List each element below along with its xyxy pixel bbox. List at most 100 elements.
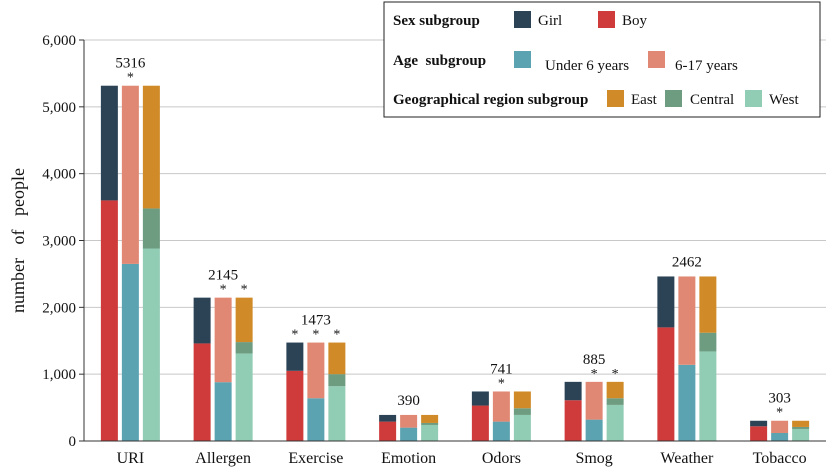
bar-tobacco-age-seg1 xyxy=(771,420,789,433)
significance-star: * xyxy=(220,283,227,298)
bar-weather-region-seg2 xyxy=(699,276,717,333)
bar-exercise-age-seg1 xyxy=(307,342,325,399)
bar-uri-age-seg0 xyxy=(121,263,139,441)
bar-allergen-region-seg0 xyxy=(235,353,253,441)
significance-star: * xyxy=(291,328,298,343)
bar-emotion-region-seg2 xyxy=(421,414,439,423)
legend: Sex subgroup Girl Boy Age subgroup Under 6 y… xyxy=(383,1,821,118)
bar-smog-sex-seg0 xyxy=(564,400,582,441)
x-tick-label-exercise: Exercise xyxy=(288,450,343,467)
bar-exercise-region-seg1 xyxy=(328,374,346,387)
bar-uri-region-seg0 xyxy=(142,248,160,441)
bar-smog-region-seg0 xyxy=(606,404,624,441)
significance-star: * xyxy=(498,376,505,391)
legend-label-region-0: East xyxy=(631,92,658,108)
bar-odors-region-seg0 xyxy=(513,414,531,441)
y-tick-label: 6,000 xyxy=(42,33,76,49)
bar-emotion-sex-seg0 xyxy=(379,421,397,441)
significance-star: * xyxy=(612,367,619,382)
legend-label-age-0: Under 6 years xyxy=(545,58,629,74)
legend-label-sex-0: Girl xyxy=(538,13,562,29)
bar-tobacco-region-seg2 xyxy=(792,420,810,427)
total-label-allergen: 2145 xyxy=(208,268,238,284)
bar-emotion-age-seg0 xyxy=(400,427,418,441)
significance-star: * xyxy=(776,406,783,421)
bar-weather-sex-seg1 xyxy=(657,276,675,328)
significance-star: * xyxy=(127,71,134,86)
legend-swatch-age-0 xyxy=(514,51,531,68)
legend-swatch-sex-0 xyxy=(514,11,531,28)
bar-tobacco-region-seg1 xyxy=(792,426,810,429)
bar-uri-region-seg2 xyxy=(142,85,160,209)
bar-smog-age-seg1 xyxy=(585,381,603,420)
bar-odors-region-seg1 xyxy=(513,408,531,415)
legend-label-region-2: West xyxy=(769,92,799,108)
x-tick-label-emotion: Emotion xyxy=(381,450,436,467)
y-tick-label: 5,000 xyxy=(42,100,76,116)
bar-allergen-sex-seg0 xyxy=(193,343,211,441)
bar-uri-sex-seg1 xyxy=(100,85,118,201)
bar-emotion-age-seg1 xyxy=(400,414,418,428)
total-label-weather: 2462 xyxy=(672,254,702,270)
legend-swatch-region-0 xyxy=(607,90,624,107)
legend-swatch-age-1 xyxy=(648,51,665,68)
bar-weather-age-seg0 xyxy=(678,364,696,441)
bar-weather-age-seg1 xyxy=(678,276,696,365)
axes: 0 1,000 2,000 3,000 4,000 5,000 6,000 number of… xyxy=(8,33,826,467)
bar-tobacco-sex-seg1 xyxy=(750,420,768,427)
bar-exercise-region-seg2 xyxy=(328,342,346,375)
bar-smog-sex-seg1 xyxy=(564,381,582,401)
bar-uri-sex-seg0 xyxy=(100,200,118,441)
bar-emotion-sex-seg1 xyxy=(379,414,397,422)
bar-exercise-age-seg0 xyxy=(307,398,325,441)
x-tick-label-uri: URI xyxy=(117,450,145,467)
bar-odors-age-seg0 xyxy=(492,421,510,441)
bar-emotion-region-seg1 xyxy=(421,422,439,425)
total-label-uri: 5316 xyxy=(115,56,146,72)
bar-weather-region-seg1 xyxy=(699,332,717,352)
legend-swatch-sex-1 xyxy=(598,11,615,28)
bar-weather-sex-seg0 xyxy=(657,327,675,441)
bar-allergen-sex-seg1 xyxy=(193,297,211,344)
bar-odors-sex-seg1 xyxy=(471,391,489,406)
bar-exercise-sex-seg1 xyxy=(286,342,304,371)
bar-uri-age-seg1 xyxy=(121,85,139,264)
legend-swatch-region-2 xyxy=(745,90,762,107)
legend-label-region-1: Central xyxy=(690,92,734,108)
bar-odors-sex-seg0 xyxy=(471,405,489,441)
bar-exercise-region-seg0 xyxy=(328,386,346,441)
bar-allergen-region-seg1 xyxy=(235,342,253,354)
total-label-emotion: 390 xyxy=(397,393,420,409)
x-tick-label-smog: Smog xyxy=(575,450,612,467)
bars xyxy=(100,85,810,441)
bar-smog-age-seg0 xyxy=(585,419,603,441)
bar-allergen-age-seg1 xyxy=(214,297,232,383)
bar-tobacco-region-seg0 xyxy=(792,428,810,441)
y-tick-label: 3,000 xyxy=(42,234,76,250)
bar-uri-region-seg1 xyxy=(142,208,160,249)
bar-tobacco-age-seg0 xyxy=(771,432,789,441)
total-label-exercise: 1473 xyxy=(301,313,331,329)
legend-swatch-region-1 xyxy=(665,90,682,107)
legend-title-age: Age subgroup xyxy=(393,53,486,69)
x-tick-label-weather: Weather xyxy=(660,450,714,467)
bar-allergen-age-seg0 xyxy=(214,382,232,441)
y-tick-label: 1,000 xyxy=(42,367,76,383)
y-tick-label: 4,000 xyxy=(42,167,76,183)
bar-emotion-region-seg0 xyxy=(421,424,439,441)
bar-odors-region-seg2 xyxy=(513,391,531,409)
x-tick-label-odors: Odors xyxy=(482,450,521,467)
total-label-smog: 885 xyxy=(583,352,606,368)
bar-smog-region-seg2 xyxy=(606,381,624,399)
total-label-odors: 741 xyxy=(490,361,513,377)
y-tick-label: 0 xyxy=(69,434,77,450)
legend-title-region: Geographical region subgroup xyxy=(393,92,588,108)
x-tick-label-allergen: Allergen xyxy=(195,450,251,467)
significance-star: * xyxy=(333,328,340,343)
legend-label-sex-1: Boy xyxy=(622,13,648,29)
significance-star: * xyxy=(591,367,598,382)
bar-exercise-sex-seg0 xyxy=(286,370,304,441)
y-axis-label: number of people xyxy=(8,168,28,313)
